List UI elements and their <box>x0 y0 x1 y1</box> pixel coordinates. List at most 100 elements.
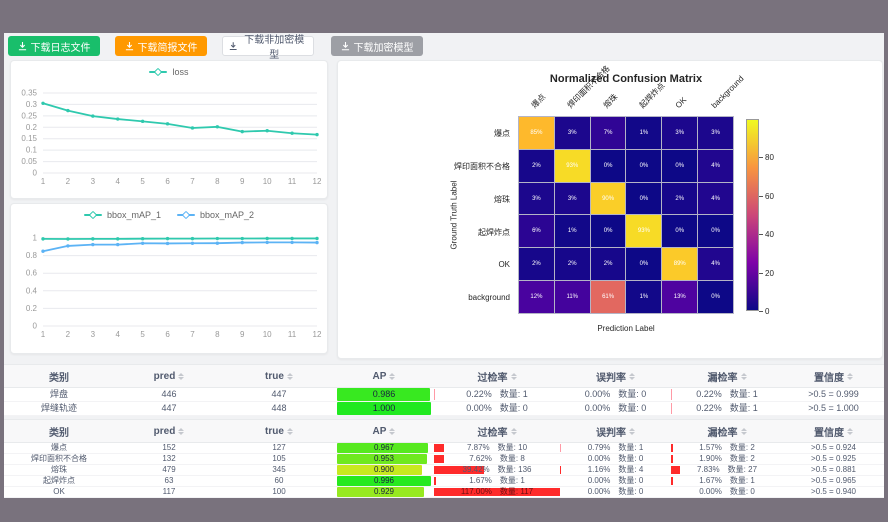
svg-text:1: 1 <box>41 330 46 339</box>
rate-text: 7.87% 数量: 10 <box>434 443 560 453</box>
svg-text:0.8: 0.8 <box>26 251 38 260</box>
metrics-table-2: 类别 pred true AP 过检率 误判率 漏检率 置信度 爆点 152 127 0.967 7.8… <box>4 419 884 498</box>
sort-icon[interactable] <box>847 372 853 380</box>
confidence-cell: >0.5 = 0.881 <box>783 464 884 476</box>
column-header-pred[interactable]: pred <box>114 364 224 388</box>
rate-count: 数量: 0 <box>499 403 528 413</box>
column-header-漏检率[interactable]: 漏检率 <box>671 419 783 443</box>
cm-cell-value: 2% <box>532 261 541 268</box>
rate-bar-track: 1.16% 数量: 4 <box>560 465 671 475</box>
cm-cell: 0% <box>626 149 663 183</box>
ap-value: 0.996 <box>373 476 395 485</box>
column-header-漏检率[interactable]: 漏检率 <box>671 364 783 388</box>
rate-percent: 1.67% <box>699 476 722 485</box>
column-header-过检率[interactable]: 过检率 <box>434 419 560 443</box>
legend-label: bbox_mAP_2 <box>200 210 255 220</box>
ap-bar-track: 0.953 <box>337 454 431 464</box>
download-report-button[interactable]: 下载简报文件 <box>115 36 207 56</box>
legend-item-bbox_mAP_2[interactable]: bbox_mAP_2 <box>177 210 254 220</box>
download-plain-model-button[interactable]: 下载非加密模型 <box>222 35 314 61</box>
column-header-AP[interactable]: AP <box>334 364 434 388</box>
cm-cell-value: 90% <box>602 195 615 202</box>
rate-percent: 39.42% <box>462 465 490 474</box>
cm-cell: 3% <box>698 117 734 150</box>
legend-item-bbox_mAP_1[interactable]: bbox_mAP_1 <box>83 210 161 220</box>
column-header-置信度[interactable]: 置信度 <box>783 419 884 443</box>
column-header-过检率[interactable]: 过检率 <box>434 364 560 388</box>
column-header-true[interactable]: true <box>224 364 334 388</box>
sort-icon[interactable] <box>629 427 635 435</box>
svg-text:0.2: 0.2 <box>26 123 38 132</box>
ap-bar-track: 0.986 <box>337 388 431 401</box>
cm-cell-value: 1% <box>639 294 649 301</box>
column-header-误判率[interactable]: 误判率 <box>560 419 671 443</box>
svg-text:7: 7 <box>190 177 195 186</box>
cm-cell-value: 2% <box>603 261 613 268</box>
overdetect-rate-cell: 7.62% 数量: 8 <box>434 453 560 465</box>
column-header-置信度[interactable]: 置信度 <box>783 364 884 388</box>
rate-bar <box>671 466 680 474</box>
rate-bar <box>671 455 674 463</box>
sort-icon[interactable] <box>286 427 293 435</box>
column-header-pred[interactable]: pred <box>114 419 224 443</box>
misjudge-rate-cell: 0.00% 数量: 0 <box>560 387 671 402</box>
colorbar-tick-label: 60 <box>765 191 774 201</box>
sort-icon[interactable] <box>629 372 635 380</box>
rate-count: 数量: 0 <box>618 476 644 485</box>
column-header-label: true <box>265 370 284 382</box>
legend-diamond-icon <box>88 210 98 220</box>
sort-icon[interactable] <box>286 372 293 380</box>
column-header-true[interactable]: true <box>224 419 334 443</box>
sort-icon[interactable] <box>740 372 747 380</box>
cm-cell: 1% <box>626 117 663 150</box>
sort-icon[interactable] <box>510 372 517 380</box>
sort-icon[interactable] <box>847 427 853 435</box>
svg-text:6: 6 <box>165 177 170 186</box>
legend-item-loss[interactable]: loss <box>149 67 189 77</box>
colorbar-tick-mark <box>759 195 763 197</box>
sort-icon[interactable] <box>389 372 396 380</box>
sort-icon[interactable] <box>178 372 185 380</box>
svg-text:4: 4 <box>116 330 121 339</box>
rate-percent: 7.83% <box>696 465 720 474</box>
cm-cell-value: 3% <box>675 129 685 136</box>
rate-bar-track: 0.00% 数量: 0 <box>434 402 560 415</box>
class-name: 焊印面积不合格 <box>4 453 114 465</box>
svg-text:0: 0 <box>33 322 38 331</box>
column-header-误判率[interactable]: 误判率 <box>560 364 671 388</box>
sort-icon[interactable] <box>389 427 396 435</box>
overdetect-rate-cell: 39.42% 数量: 136 <box>434 464 560 476</box>
column-header-label: AP <box>372 370 387 382</box>
column-header-AP[interactable]: AP <box>334 419 434 443</box>
cm-cell: 4% <box>698 248 734 282</box>
column-header-label: 类别 <box>49 372 69 384</box>
cm-cell: 89% <box>662 248 699 282</box>
rate-percent: 0.22% <box>696 403 722 413</box>
rate-text: 0.00% 数量: 0 <box>560 454 671 464</box>
cm-cell: 0% <box>698 281 734 314</box>
sort-icon[interactable] <box>510 427 517 435</box>
cm-cell: 12% <box>519 281 555 314</box>
cm-cell-value: 0% <box>639 261 649 268</box>
table-row: 焊印面积不合格 132 105 0.953 7.62% 数量: 8 0.00% 数量: 0 1.… <box>4 453 884 465</box>
download-encrypted-model-button[interactable]: 下载加密模型 <box>331 36 423 56</box>
download-log-button[interactable]: 下载日志文件 <box>8 36 100 56</box>
table-row: 爆点 152 127 0.967 7.87% 数量: 10 0.79% 数量: 1 1.57% 数… <box>4 442 884 454</box>
ap-bar-track: 0.967 <box>337 443 431 453</box>
rate-bar-track: 1.90% 数量: 2 <box>671 454 783 464</box>
table-row: 熔珠 479 345 0.900 39.42% 数量: 136 1.16% 数量: 4 7.83… <box>4 464 884 476</box>
rate-bar-track: 0.22% 数量: 1 <box>671 402 783 415</box>
misjudge-rate-cell: 1.16% 数量: 4 <box>560 464 671 476</box>
sort-icon[interactable] <box>740 427 747 435</box>
cm-cell: 93% <box>554 149 591 183</box>
column-header-inner: 类别 <box>4 369 114 384</box>
cm-cell: 3% <box>519 182 555 216</box>
table-row: 起焊炸点 63 60 0.996 1.67% 数量: 1 0.00% 数量: 0 1.67% 数量… <box>4 475 884 487</box>
cm-cell-value: 1% <box>639 129 649 136</box>
cm-cell-value: 0% <box>639 162 649 169</box>
sort-icon[interactable] <box>178 427 185 435</box>
column-header-label: 过检率 <box>477 372 508 384</box>
svg-text:5: 5 <box>140 177 145 186</box>
pred-count: 132 <box>114 453 224 465</box>
misjudge-rate-cell: 0.00% 数量: 0 <box>560 486 671 498</box>
